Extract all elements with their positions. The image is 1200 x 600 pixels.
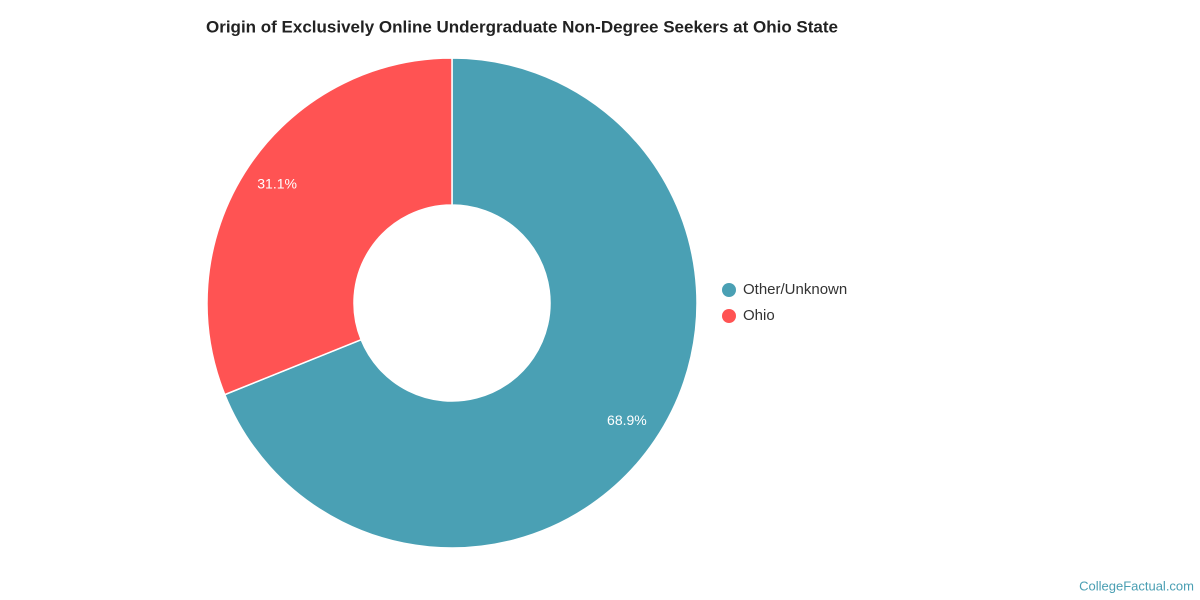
legend-swatch [722, 283, 736, 297]
legend-label: Ohio [743, 307, 775, 324]
value-label: 31.1% [257, 176, 297, 192]
slice [206, 57, 453, 396]
slice [223, 57, 698, 549]
legend-swatch [722, 309, 736, 323]
chart-title: Origin of Exclusively Online Undergradua… [206, 17, 838, 36]
value-label: 68.9% [607, 412, 647, 428]
legend-label: Other/Unknown [743, 281, 847, 298]
credit: CollegeFactual.com [1079, 578, 1194, 593]
